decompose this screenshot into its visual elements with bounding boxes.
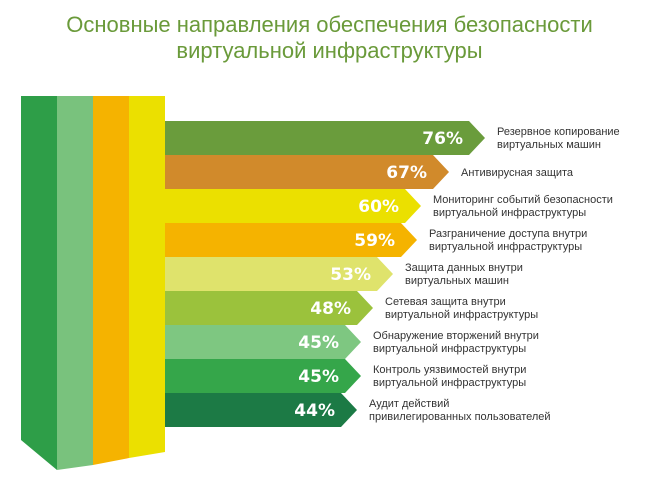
bar <box>165 291 373 325</box>
bar-value-label: 76% <box>422 129 463 149</box>
bar <box>165 359 361 393</box>
bar <box>165 155 449 189</box>
bar-category-label: Защита данных внутри <box>405 262 523 274</box>
bar-value-label: 44% <box>294 401 335 421</box>
bar-category-label: Аудит действий <box>369 398 449 410</box>
bar-row-2: 67% Антивирусная защита <box>165 155 574 189</box>
bar-category-label: Антивирусная защита <box>461 167 574 179</box>
bar-value-label: 45% <box>298 367 339 387</box>
funnel-column-2 <box>57 96 93 470</box>
bar-category-label: виртуальной инфраструктуры <box>373 377 526 389</box>
bar-row-7: 45% Обнаружение вторжений внутривиртуальн… <box>165 325 539 359</box>
bar-category-label: Обнаружение вторжений внутри <box>373 330 539 342</box>
chart-title-line-2: виртуальной инфраструктуры <box>176 38 483 63</box>
bar-category-label: Контроль уязвимостей внутри <box>373 364 526 376</box>
bar-category-label: виртуальных машин <box>405 275 509 287</box>
bar-category-label: виртуальной инфраструктуры <box>433 207 586 219</box>
bar-category-label: Мониторинг событий безопасности <box>433 194 613 206</box>
bar-category-label: Резервное копирование <box>497 126 620 138</box>
funnel-column-3 <box>93 96 129 465</box>
bar-value-label: 48% <box>310 299 351 319</box>
bar-category-label: виртуальной инфраструктуры <box>429 241 582 253</box>
bar-category-label: виртуальной инфраструктуры <box>373 343 526 355</box>
bar-category-label: Разграничение доступа внутри <box>429 228 587 240</box>
bar-category-label: виртуальных машин <box>497 139 601 151</box>
bar-value-label: 59% <box>354 231 395 251</box>
bar <box>165 223 417 257</box>
chart-title: Основные направления обеспечения безопас… <box>0 12 659 64</box>
bar-row-3: 60% Мониторинг событий безопасностивиртуа… <box>165 189 613 223</box>
funnel-column-4 <box>129 96 165 458</box>
bar-category-label: Сетевая защита внутри <box>385 296 506 308</box>
bar-category-label: привилегированных пользователей <box>369 411 551 423</box>
bar <box>165 121 485 155</box>
funnel-column-1 <box>21 96 57 470</box>
bar-value-label: 53% <box>330 265 371 285</box>
bar-row-8: 45% Контроль уязвимостей внутривиртуально… <box>165 359 526 393</box>
bar <box>165 189 421 223</box>
bar-value-label: 45% <box>298 333 339 353</box>
bar-row-4: 59% Разграничение доступа внутривиртуальн… <box>165 223 587 257</box>
bar-category-label: виртуальной инфраструктуры <box>385 309 538 321</box>
bar <box>165 393 357 427</box>
bar-value-label: 67% <box>386 163 427 183</box>
bar <box>165 325 361 359</box>
bar-value-label: 60% <box>358 197 399 217</box>
bar <box>165 257 393 291</box>
chart-title-line-1: Основные направления обеспечения безопас… <box>66 12 593 37</box>
